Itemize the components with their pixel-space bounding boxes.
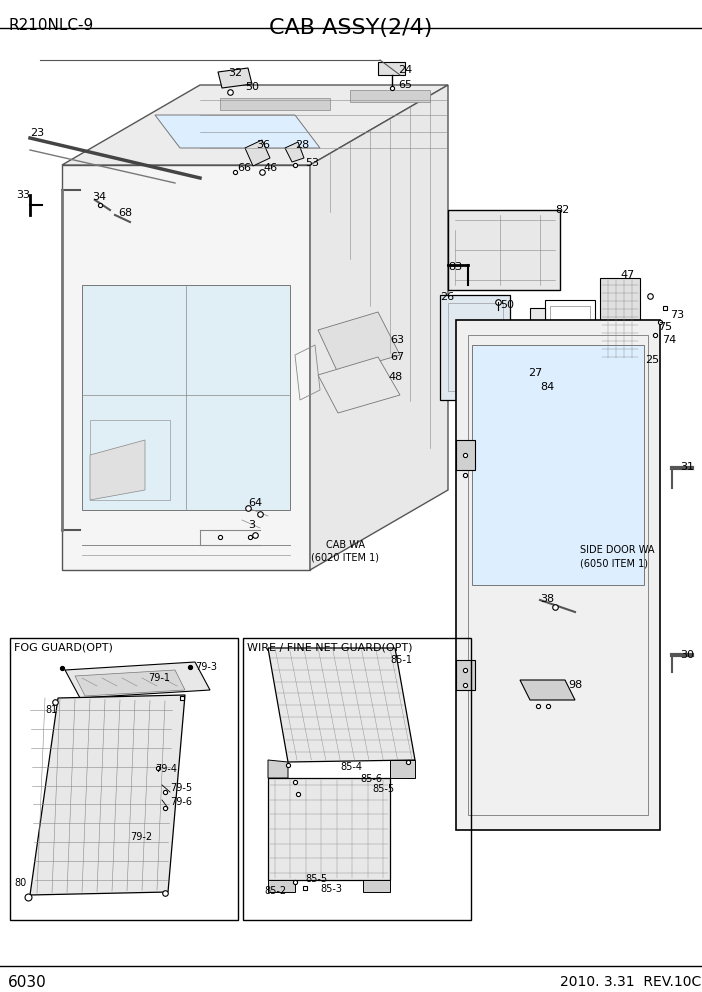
- Text: 31: 31: [680, 462, 694, 472]
- Text: 46: 46: [263, 163, 277, 173]
- Text: 3: 3: [248, 520, 255, 530]
- Polygon shape: [440, 295, 510, 400]
- Text: 50: 50: [245, 82, 259, 92]
- Text: 73: 73: [670, 310, 684, 320]
- Polygon shape: [318, 312, 400, 373]
- Text: CAB ASSY(2/4): CAB ASSY(2/4): [270, 18, 432, 38]
- Text: 67: 67: [390, 352, 404, 362]
- Text: 66: 66: [237, 163, 251, 173]
- Text: 79-6: 79-6: [170, 797, 192, 807]
- Polygon shape: [350, 90, 430, 102]
- Text: FOG GUARD(OPT): FOG GUARD(OPT): [14, 642, 113, 652]
- Text: 38: 38: [540, 594, 554, 604]
- Text: 79-5: 79-5: [170, 783, 192, 793]
- Text: 6030: 6030: [8, 975, 47, 990]
- Text: 34: 34: [92, 192, 106, 202]
- Text: 2010. 3.31  REV.10C: 2010. 3.31 REV.10C: [560, 975, 701, 989]
- Polygon shape: [530, 308, 545, 375]
- Bar: [448, 303, 503, 391]
- Text: 53: 53: [305, 158, 319, 168]
- Polygon shape: [65, 662, 210, 698]
- Text: 64: 64: [248, 498, 262, 508]
- Polygon shape: [363, 880, 390, 892]
- Polygon shape: [472, 345, 644, 585]
- Text: 26: 26: [440, 292, 454, 302]
- Polygon shape: [90, 440, 145, 500]
- Polygon shape: [390, 760, 415, 778]
- Text: WIRE / FINE NET GUARD(OPT): WIRE / FINE NET GUARD(OPT): [247, 642, 413, 652]
- Text: 84: 84: [540, 382, 555, 392]
- Text: 65: 65: [398, 80, 412, 90]
- Text: 98: 98: [568, 680, 582, 690]
- Polygon shape: [218, 68, 252, 88]
- Polygon shape: [600, 278, 640, 360]
- Bar: [10, 638, 238, 920]
- Text: R210NLC-9: R210NLC-9: [8, 18, 93, 33]
- Text: 85-2: 85-2: [264, 886, 286, 896]
- Polygon shape: [448, 210, 560, 290]
- Polygon shape: [155, 115, 320, 148]
- Text: 33: 33: [16, 190, 30, 200]
- Polygon shape: [378, 62, 405, 75]
- Text: 27: 27: [528, 368, 542, 378]
- Text: SIDE DOOR WA: SIDE DOOR WA: [580, 545, 654, 555]
- Polygon shape: [62, 165, 310, 570]
- Text: 82: 82: [555, 205, 569, 215]
- Text: 85-3: 85-3: [320, 884, 342, 894]
- Text: 85-6: 85-6: [360, 774, 382, 784]
- Text: 63: 63: [390, 335, 404, 345]
- Polygon shape: [75, 670, 185, 696]
- Text: 85-4: 85-4: [340, 762, 362, 772]
- Polygon shape: [456, 440, 475, 470]
- Text: 85-5: 85-5: [372, 784, 394, 794]
- Bar: [243, 638, 471, 920]
- Text: 79-4: 79-4: [155, 764, 177, 774]
- Polygon shape: [62, 85, 448, 165]
- Text: 32: 32: [228, 68, 242, 78]
- Text: 80: 80: [14, 878, 26, 888]
- Polygon shape: [268, 648, 415, 762]
- Polygon shape: [220, 98, 330, 110]
- Text: (6050 ITEM 1): (6050 ITEM 1): [580, 558, 648, 568]
- Polygon shape: [285, 142, 304, 162]
- Text: 25: 25: [645, 355, 659, 365]
- Polygon shape: [268, 760, 288, 778]
- Text: 48: 48: [388, 372, 402, 382]
- Polygon shape: [30, 695, 185, 895]
- Text: 47: 47: [620, 270, 634, 280]
- Text: 68: 68: [118, 208, 132, 218]
- Text: 79-2: 79-2: [130, 832, 152, 842]
- Text: 24: 24: [398, 65, 412, 75]
- Text: 28: 28: [295, 140, 310, 150]
- Text: 79-1: 79-1: [148, 673, 170, 683]
- Text: 79-3: 79-3: [195, 662, 217, 672]
- Text: 23: 23: [30, 128, 44, 138]
- Text: (6020 ITEM 1): (6020 ITEM 1): [311, 552, 379, 562]
- Polygon shape: [82, 285, 290, 510]
- Polygon shape: [456, 660, 475, 690]
- Text: 30: 30: [680, 650, 694, 660]
- Polygon shape: [456, 320, 660, 830]
- Text: CAB WA: CAB WA: [326, 540, 364, 550]
- Text: 83: 83: [448, 262, 462, 272]
- Text: 36: 36: [256, 140, 270, 150]
- Polygon shape: [268, 880, 295, 892]
- Text: 50: 50: [500, 300, 514, 310]
- Text: 75: 75: [658, 322, 672, 332]
- Polygon shape: [318, 357, 400, 413]
- Text: 74: 74: [662, 335, 676, 345]
- Bar: [550, 306, 590, 374]
- Polygon shape: [268, 778, 390, 880]
- Text: 81: 81: [45, 705, 58, 715]
- Polygon shape: [310, 85, 448, 570]
- Text: 85-1: 85-1: [390, 655, 412, 665]
- Polygon shape: [245, 140, 270, 166]
- Polygon shape: [520, 680, 575, 700]
- Text: 85-5: 85-5: [305, 874, 327, 884]
